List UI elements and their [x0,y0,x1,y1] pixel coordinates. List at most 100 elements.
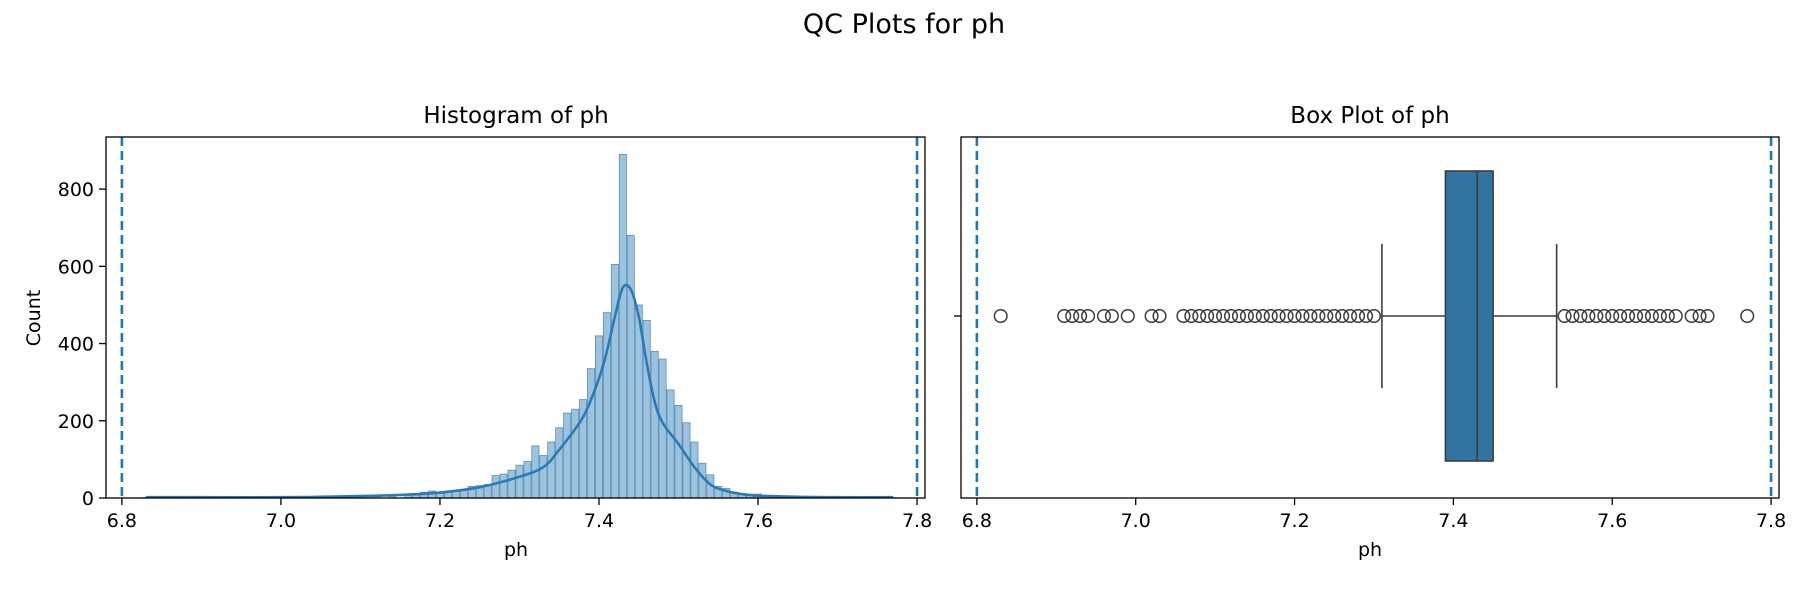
histogram-x-axis-label: ph [504,539,528,561]
x-tick-label: 7.0 [266,510,296,532]
histogram-bar [523,460,532,499]
outlier-point [1065,308,1080,324]
outlier-point [1120,308,1135,324]
x-tick-label: 7.4 [584,510,614,532]
x-tick-label: 7.0 [1121,510,1151,532]
outlier-point [1740,308,1755,324]
iqr-box [1444,170,1494,462]
histogram-bar [491,475,500,499]
outlier-point [1319,308,1334,324]
outlier-point [1573,308,1588,324]
x-tick-label: 7.2 [425,510,455,532]
outlier-point [1255,308,1270,324]
outlier-point [1644,308,1659,324]
histogram-x-ticks: 6.8 7.0 7.2 7.4 7.6 7.8 [107,498,932,532]
outlier-point [1152,308,1167,324]
outlier-point [993,308,1008,324]
outlier-point [1636,308,1652,324]
outlier-point [1231,308,1247,324]
outlier-point [1073,308,1088,324]
histogram-y-axis-label: Count [23,290,45,346]
outlier-point [1263,308,1278,324]
x-tick-label: 7.8 [902,510,932,532]
histogram-bar [595,335,603,499]
histogram-bar [507,469,516,499]
outlier-point [1660,308,1675,324]
outlier-point [1700,308,1715,324]
outlier-point [1223,308,1239,324]
outlier-point [1239,308,1254,324]
x-tick-label: 6.8 [107,510,137,532]
outlier-point [1581,308,1596,324]
outlier-point [1144,308,1159,324]
outlier-point [1629,308,1644,324]
boxplot-x-axis-label: ph [1358,539,1382,561]
histogram-y-ticks: 0 200 400 600 800 [58,179,106,510]
outlier-point [1668,308,1683,324]
outlier-point [1295,308,1310,324]
outlier-point [1208,308,1223,324]
outlier-point [1621,308,1636,324]
outlier-point [1279,308,1294,324]
y-tick-label: 0 [82,488,94,510]
boxplot-reference-lines [975,137,1773,498]
outlier-point [1692,308,1707,324]
outlier-point [1200,308,1215,324]
outlier-point [1597,308,1612,324]
outlier-point [1311,308,1326,324]
outlier-point [1557,308,1572,324]
histogram-bar [499,473,508,499]
x-tick-label: 7.2 [1279,510,1309,532]
boxplot-outliers [993,308,1755,324]
outlier-point [1176,308,1191,324]
histogram-bar [618,153,627,499]
y-tick-label: 800 [58,179,94,201]
outlier-point [1327,308,1342,324]
histogram-bar [674,404,683,499]
outlier-point [1192,308,1207,324]
outlier-point [1287,308,1302,324]
figure-title: QC Plots for ph [803,9,1005,40]
outlier-point [1247,308,1262,324]
histogram-bar [571,408,580,499]
histogram-bar [587,368,596,499]
boxplot-axes-frame [960,136,1780,499]
outlier-point [1184,308,1199,324]
outlier-point [1351,308,1366,324]
histogram-bar [650,350,659,499]
histogram-bar [610,264,619,499]
outlier-point [1684,308,1699,324]
x-tick-label: 6.8 [962,510,992,532]
histogram-title: Histogram of ph [423,103,608,129]
kde-layer [145,283,894,499]
histogram-bar [666,389,675,499]
outlier-point [1605,308,1620,324]
histogram-panel: Histogram of ph 6.8 7.0 7.2 7.4 7.6 7.8 0 200 4… [23,103,932,561]
outlier-point [1589,308,1604,324]
histogram-bar [563,412,572,499]
histogram-axes-frame [105,136,926,499]
histogram-bar [555,427,564,499]
outlier-point [1343,308,1358,324]
x-tick-label: 7.6 [743,510,773,532]
outlier-point [1613,308,1628,324]
histogram-bar [515,464,524,499]
x-tick-label: 7.4 [1438,510,1468,532]
outlier-point [1271,308,1286,324]
outlier-point [1652,308,1667,324]
histogram-bars [141,153,898,499]
x-tick-label: 7.6 [1597,510,1627,532]
boxplot-title: Box Plot of ph [1290,103,1449,129]
boxplot-body [1381,170,1558,462]
boxplot-x-ticks: 6.8 7.0 7.2 7.4 7.6 7.8 [962,498,1786,532]
y-tick-label: 400 [58,334,94,356]
outlier-point [1096,308,1111,324]
outlier-point [1358,308,1374,324]
outlier-point [1216,308,1231,324]
outlier-point [1335,308,1350,324]
outlier-point [1366,308,1382,324]
histogram-reference-lines [120,137,919,498]
x-tick-label: 7.8 [1756,510,1786,532]
